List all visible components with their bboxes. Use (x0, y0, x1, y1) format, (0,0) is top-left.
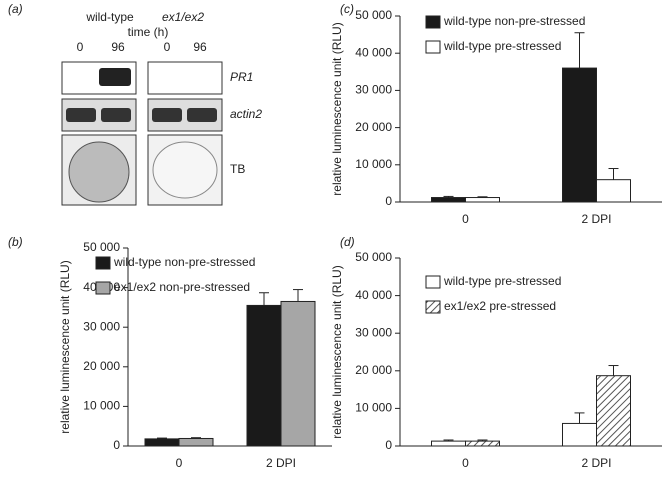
legend-swatch (425, 15, 441, 29)
leaf (68, 141, 130, 203)
y-tick-label: 20 000 (83, 359, 120, 373)
x-tick-label: 0 (462, 456, 469, 470)
legend-label: wild-type pre-stressed (443, 274, 561, 288)
panel-label: (a) (8, 2, 23, 16)
bar (144, 438, 180, 447)
row-label: actin2 (230, 107, 262, 121)
y-axis-label: relative luminescence unit (RLU) (58, 260, 72, 433)
legend-swatch (425, 300, 441, 314)
time-tick: 0 (164, 40, 171, 54)
panel-label: (b) (8, 235, 23, 249)
y-tick-label: 50 000 (355, 250, 392, 264)
y-tick-label: 50 000 (355, 8, 392, 22)
time-label: time (h) (128, 25, 169, 39)
y-axis-label: relative luminescence unit (RLU) (330, 22, 344, 195)
y-tick-label: 30 000 (355, 325, 392, 339)
legend-label: wild-type non-pre-stressed (443, 14, 585, 28)
bar (431, 440, 466, 447)
legend-label: wild-type non-pre-stressed (113, 255, 255, 269)
legend-label: wild-type pre-stressed (443, 39, 561, 53)
legend-swatch (425, 275, 441, 289)
y-tick-label: 40 000 (355, 45, 392, 59)
y-tick-label: 0 (385, 194, 392, 208)
bar (596, 179, 631, 203)
legend-swatch (95, 256, 111, 270)
y-tick-label: 0 (113, 438, 120, 452)
band (152, 108, 182, 122)
bar (596, 375, 631, 447)
bar (562, 422, 597, 447)
y-tick-label: 30 000 (83, 319, 120, 333)
panel-label: (c) (340, 2, 354, 16)
legend-label: ex1/ex2 pre-stressed (444, 299, 556, 313)
bar (465, 440, 500, 447)
x-tick-label: 0 (462, 212, 469, 226)
band (99, 68, 131, 86)
bar (280, 300, 316, 447)
x-tick-label: 2 DPI (266, 456, 296, 470)
y-tick-label: 0 (385, 438, 392, 452)
bar (246, 304, 282, 447)
y-tick-label: 20 000 (355, 363, 392, 377)
y-tick-label: 40 000 (355, 288, 392, 302)
group-label: ex1/ex2 (162, 10, 204, 24)
x-tick-label: 2 DPI (581, 212, 611, 226)
bar (431, 197, 466, 203)
y-tick-label: 30 000 (355, 83, 392, 97)
y-tick-label: 10 000 (83, 399, 120, 413)
row-label: PR1 (230, 70, 253, 84)
y-tick-label: 20 000 (355, 120, 392, 134)
bar (178, 437, 214, 447)
blot (147, 61, 223, 95)
y-tick-label: 10 000 (355, 401, 392, 415)
x-tick-label: 0 (176, 456, 183, 470)
y-tick-label: 50 000 (83, 240, 120, 254)
y-axis-label: relative luminescence unit (RLU) (330, 265, 344, 438)
y-tick-label: 10 000 (355, 157, 392, 171)
band (66, 108, 96, 122)
time-tick: 96 (193, 40, 207, 54)
group-label: wild-type (85, 10, 134, 24)
time-tick: 96 (111, 40, 125, 54)
bar (562, 67, 597, 203)
x-tick-label: 2 DPI (581, 456, 611, 470)
leaf (152, 141, 218, 199)
legend-swatch (95, 281, 111, 295)
band (101, 108, 131, 122)
row-label: TB (230, 162, 245, 176)
panel-label: (d) (340, 235, 355, 249)
legend-swatch (425, 40, 441, 54)
legend-label: ex1/ex2 non-pre-stressed (114, 280, 250, 294)
band (187, 108, 217, 122)
bar (465, 197, 500, 203)
time-tick: 0 (77, 40, 84, 54)
